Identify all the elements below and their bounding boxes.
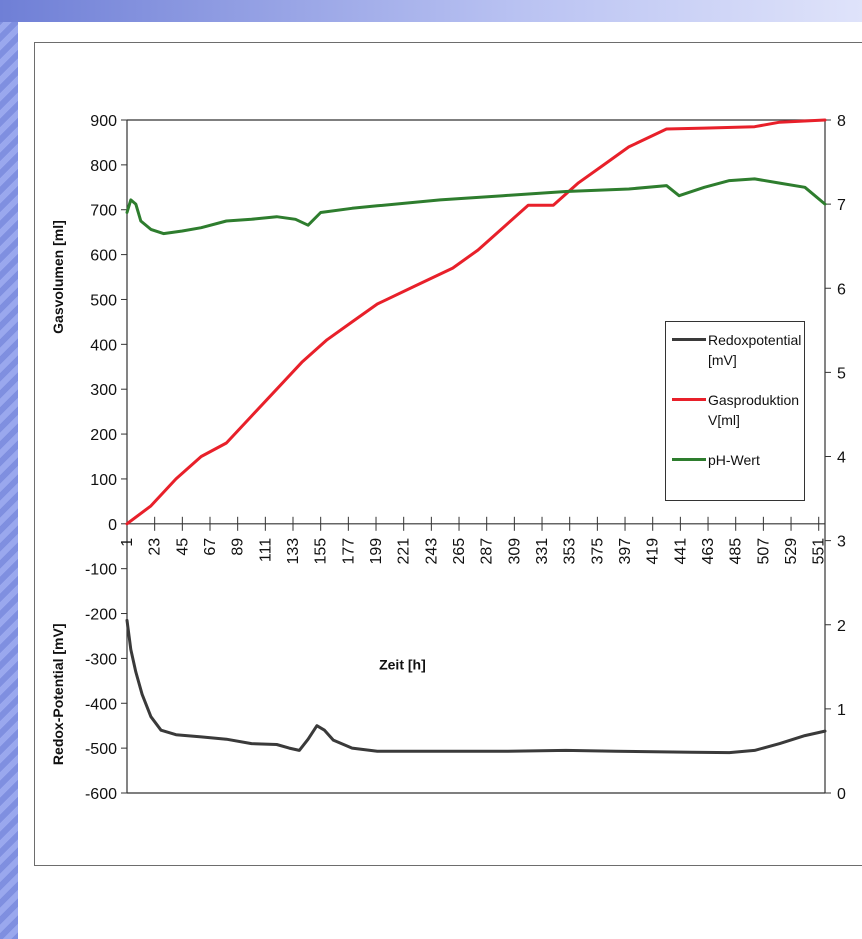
left-y-tick-label: -300 [85, 651, 117, 668]
left-decorative-band [0, 0, 18, 939]
left-y-tick-label: -500 [85, 741, 117, 758]
right-y-tick-label: 0 [837, 786, 846, 803]
right-y-tick-label: 3 [837, 534, 846, 551]
legend-label-redox: Redoxpotential [mV] [708, 332, 802, 368]
legend-swatch-ph [672, 458, 706, 461]
x-tick-label: 155 [313, 538, 330, 565]
legend-item-ph: pH-Wert [672, 450, 800, 470]
left-y-tick-label: 700 [90, 203, 117, 220]
legend-swatch-gas [672, 398, 706, 401]
right-y-tick-label: 5 [837, 365, 846, 382]
x-tick-label: 353 [562, 538, 579, 565]
x-tick-label: 551 [811, 538, 828, 565]
chart-legend: Redoxpotential [mV] Gasproduktion V[ml] … [665, 321, 805, 501]
right-y-tick-label: 4 [837, 450, 846, 467]
x-tick-label: 507 [755, 538, 772, 565]
series-line-2 [125, 177, 827, 236]
legend-label-gas: Gasproduktion V[ml] [708, 392, 800, 428]
x-tick-label: 23 [147, 538, 164, 556]
chart-canvas: 900 800 700 600 500 400 300 200 100 0 -100 -200 -300… [50, 113, 846, 803]
x-tick-label: 221 [396, 538, 413, 565]
chart-frame: 900 800 700 600 500 400 300 200 100 0 -100 -200 -300… [34, 42, 862, 866]
left-y-tick-label: 100 [90, 472, 117, 489]
right-y-tick-label: 7 [837, 197, 846, 214]
right-y-tick-label: 2 [837, 618, 846, 635]
left-y-tick-label: -600 [85, 786, 117, 803]
left-y-tick-label: 0 [108, 517, 117, 534]
lower-left-y-axis-title: Redox-Potential [mV] [50, 624, 66, 766]
left-y-tick-label: 500 [90, 292, 117, 309]
x-tick-label: 265 [451, 538, 468, 565]
x-tick-label: 287 [479, 538, 496, 565]
x-tick-label: 419 [645, 538, 662, 565]
right-y-tick-label: 6 [837, 281, 846, 298]
left-y-tick-label: 800 [90, 158, 117, 175]
x-tick-label: 67 [202, 538, 219, 556]
x-tick-label: 397 [617, 538, 634, 565]
left-y-tick-label: 600 [90, 248, 117, 265]
left-y-axis-title: Gasvolumen [ml] [50, 220, 66, 334]
left-y-tick-label: -400 [85, 696, 117, 713]
series-line-0 [125, 618, 827, 755]
left-y-tick-label: 200 [90, 427, 117, 444]
x-tick-label: 529 [783, 538, 800, 565]
x-tick-label: 309 [506, 538, 523, 565]
x-axis-title: Zeit [h] [379, 657, 426, 673]
x-tick-label: 485 [728, 538, 745, 565]
x-tick-label: 1 [119, 538, 136, 547]
x-tick-label: 45 [174, 538, 191, 556]
left-y-tick-label: -200 [85, 607, 117, 624]
x-tick-label: 199 [368, 538, 385, 565]
x-tick-label: 375 [589, 538, 606, 565]
left-y-tick-label: -100 [85, 562, 117, 579]
x-tick-label: 463 [700, 538, 717, 565]
legend-swatch-redox [672, 338, 706, 341]
legend-item-redox: Redoxpotential [mV] [672, 330, 802, 370]
x-tick-label: 89 [230, 538, 247, 556]
left-y-tick-label: 300 [90, 382, 117, 399]
x-tick-label: 243 [423, 538, 440, 565]
x-tick-label: 331 [534, 538, 551, 565]
x-tick-label: 177 [340, 538, 357, 565]
legend-item-gas: Gasproduktion V[ml] [672, 390, 800, 430]
x-tick-label: 111 [257, 538, 274, 562]
left-y-tick-label: 400 [90, 337, 117, 354]
top-decorative-band [0, 0, 862, 22]
right-y-tick-label: 8 [837, 113, 846, 130]
right-y-tick-label: 1 [837, 702, 846, 719]
x-tick-label: 133 [285, 538, 302, 565]
x-tick-label: 441 [672, 538, 689, 565]
legend-label-ph: pH-Wert [708, 452, 760, 468]
left-y-tick-label: 900 [90, 113, 117, 130]
series-line-1 [125, 118, 827, 526]
